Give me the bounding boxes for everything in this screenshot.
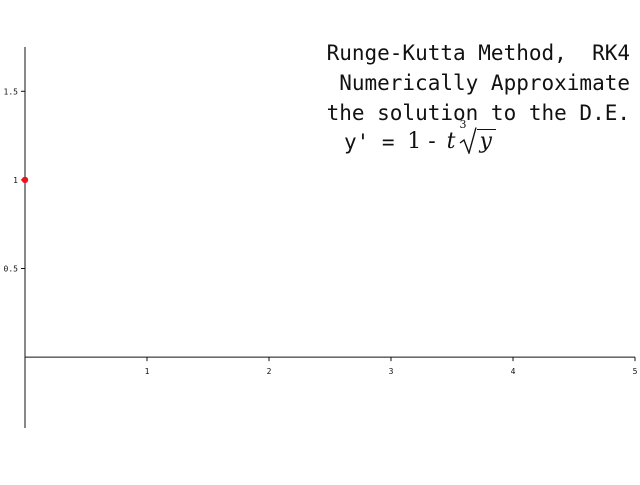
title-line-method: Runge-Kutta Method, RK4: [326, 41, 630, 65]
x-tick-label: 3: [389, 367, 394, 376]
x-tick-label: 1: [145, 367, 150, 376]
cube-root: 3 y: [459, 118, 496, 154]
y-tick-label: 1: [13, 176, 18, 185]
title-line-solution: the solution to the D.E.: [326, 101, 630, 125]
differential-equation: y' = 1 - t 3 y: [344, 118, 496, 154]
equation-lhs: y' =: [344, 130, 408, 154]
radicand: y: [477, 129, 496, 154]
y-tick-label: 1.5: [4, 87, 19, 96]
x-tick-label: 5: [633, 367, 638, 376]
equation-variable-t: t: [446, 129, 456, 154]
equation-constant: 1 -: [407, 129, 443, 154]
data-point: [21, 176, 29, 184]
y-tick-label: 0.5: [4, 265, 19, 274]
x-tick-label: 4: [511, 367, 516, 376]
title-line-approximate: Numerically Approximate: [339, 71, 630, 95]
x-tick-label: 2: [267, 367, 272, 376]
root-index: 3: [459, 118, 467, 131]
radical-sign-icon: [460, 127, 478, 154]
chart-title-block: Runge-Kutta Method, RK4 Numerically Appr…: [260, 38, 630, 128]
equation-rhs: 1 - t 3 y: [407, 118, 496, 154]
